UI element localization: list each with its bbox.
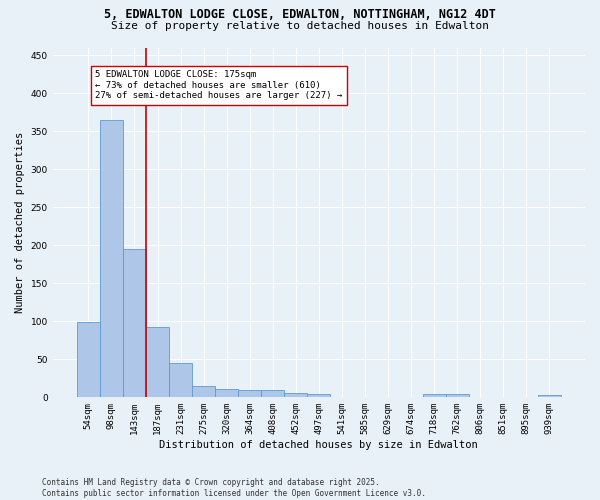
Bar xyxy=(169,363,192,398)
Bar xyxy=(77,322,100,398)
Text: Contains HM Land Registry data © Crown copyright and database right 2025.
Contai: Contains HM Land Registry data © Crown c… xyxy=(42,478,426,498)
Text: 5, EDWALTON LODGE CLOSE, EDWALTON, NOTTINGHAM, NG12 4DT: 5, EDWALTON LODGE CLOSE, EDWALTON, NOTTI… xyxy=(104,8,496,20)
Text: Size of property relative to detached houses in Edwalton: Size of property relative to detached ho… xyxy=(111,21,489,31)
Bar xyxy=(146,326,169,398)
Bar xyxy=(538,395,561,398)
Bar xyxy=(307,394,331,398)
Bar xyxy=(100,120,123,398)
Bar xyxy=(238,390,261,398)
Bar xyxy=(261,390,284,398)
Bar xyxy=(123,249,146,398)
X-axis label: Distribution of detached houses by size in Edwalton: Distribution of detached houses by size … xyxy=(160,440,478,450)
Bar xyxy=(422,394,446,398)
Bar xyxy=(446,394,469,398)
Bar xyxy=(192,386,215,398)
Bar xyxy=(215,389,238,398)
Y-axis label: Number of detached properties: Number of detached properties xyxy=(15,132,25,313)
Text: 5 EDWALTON LODGE CLOSE: 175sqm
← 73% of detached houses are smaller (610)
27% of: 5 EDWALTON LODGE CLOSE: 175sqm ← 73% of … xyxy=(95,70,343,100)
Bar xyxy=(284,393,307,398)
